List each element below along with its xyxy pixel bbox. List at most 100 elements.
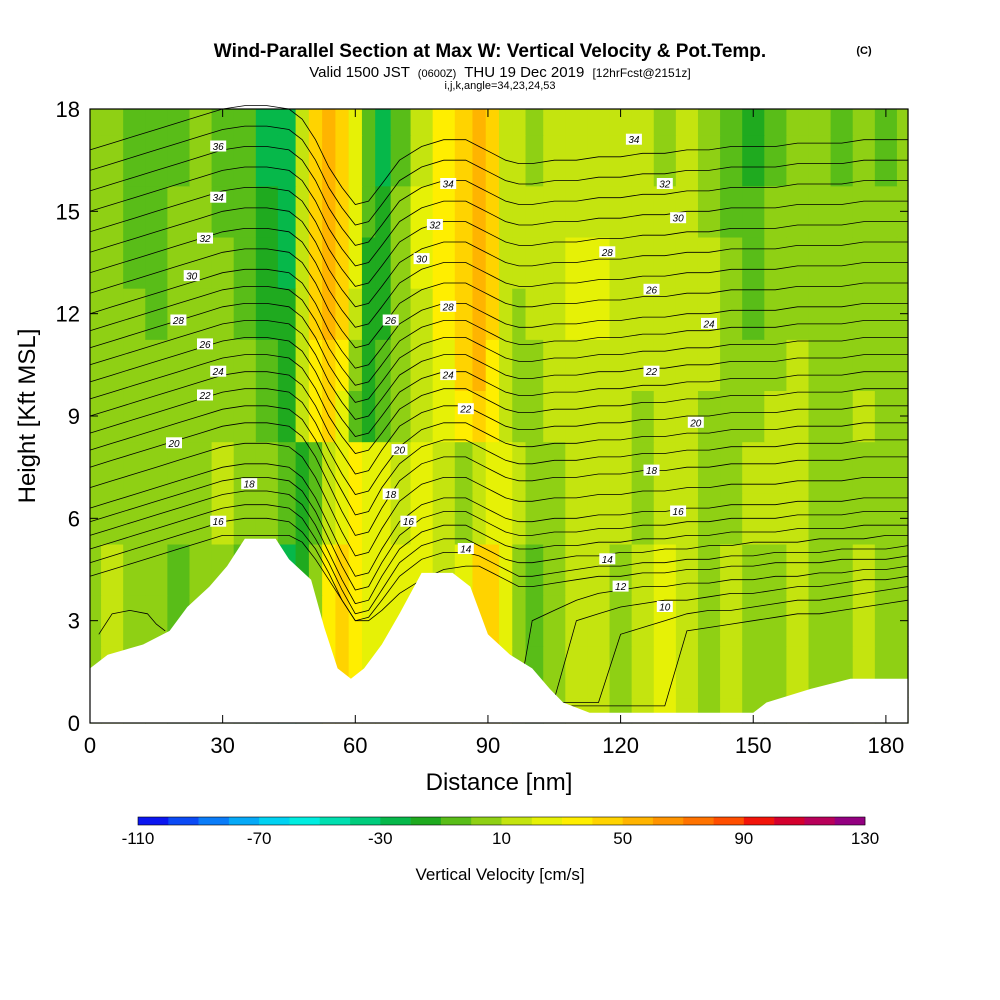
velocity-cell: [499, 390, 513, 443]
velocity-cell: [472, 236, 487, 289]
contour-label-bg: [241, 478, 258, 490]
contour-label: 18: [385, 490, 397, 501]
velocity-cell: [90, 109, 102, 136]
colorbar-swatch: [289, 817, 321, 825]
velocity-cell: [609, 134, 633, 187]
velocity-cell: [587, 339, 611, 392]
velocity-cell: [675, 134, 699, 187]
velocity-cell: [211, 339, 235, 392]
velocity-cell: [565, 339, 589, 392]
velocity-cell: [101, 185, 124, 238]
velocity-cell: [587, 134, 611, 187]
velocity-cell: [485, 492, 500, 545]
velocity-cell: [565, 109, 589, 136]
velocity-cell: [512, 109, 527, 136]
velocity-cell: [609, 288, 633, 340]
velocity-cell: [277, 185, 297, 238]
velocity-cell: [742, 288, 765, 340]
velocity-cell: [335, 441, 350, 494]
velocity-cell: [432, 288, 456, 340]
velocity-cell: [830, 236, 854, 289]
colorbar-swatch: [774, 817, 805, 825]
velocity-cell: [308, 109, 323, 136]
velocity-cell: [874, 595, 898, 647]
velocity-cell: [485, 185, 500, 238]
contour-label-bg: [599, 246, 616, 258]
contour-label-bg: [400, 515, 417, 527]
velocity-cell: [189, 543, 213, 596]
velocity-cell: [361, 185, 376, 238]
velocity-cell: [764, 134, 788, 187]
contour-label-bg: [170, 314, 187, 326]
velocity-cell: [896, 109, 909, 136]
velocity-cell: [101, 492, 124, 545]
velocity-cell: [675, 646, 699, 699]
velocity-cell: [512, 595, 527, 647]
velocity-cell: [631, 595, 655, 647]
velocity-cell: [720, 543, 743, 596]
velocity-cell: [587, 288, 611, 340]
velocity-cell: [101, 109, 124, 136]
velocity-cell: [525, 236, 544, 289]
velocity-cell: [145, 236, 168, 289]
velocity-cell: [90, 236, 102, 289]
velocity-cell: [390, 543, 412, 596]
velocity-cell: [631, 236, 655, 289]
velocity-cell: [335, 236, 350, 289]
velocity-cell: [720, 595, 743, 647]
velocity-cell: [512, 543, 527, 596]
velocity-cell: [609, 109, 633, 136]
velocity-cell: [295, 288, 310, 340]
y-tick-label: 18: [56, 97, 80, 122]
isentrope-line-35: [89, 166, 908, 267]
velocity-cell: [472, 109, 487, 136]
contour-label-bg: [183, 270, 200, 282]
velocity-cell: [874, 339, 898, 392]
velocity-cell: [101, 236, 124, 289]
velocity-cell: [764, 390, 788, 443]
velocity-cell: [742, 543, 765, 596]
colorbar-swatch: [562, 817, 593, 825]
velocity-cell: [123, 288, 146, 340]
velocity-cell: [874, 492, 898, 545]
velocity-cell: [255, 134, 279, 187]
contour-label: 26: [384, 316, 397, 327]
terrain-mask: [90, 538, 908, 723]
colorbar-tick-label: -70: [247, 829, 272, 848]
velocity-cell: [472, 185, 487, 238]
contour-label: 20: [393, 446, 406, 457]
velocity-cell: [145, 134, 168, 187]
colorbar-tick-label: -110: [122, 829, 155, 848]
contour-label: 26: [198, 340, 211, 351]
colorbar-swatch: [440, 817, 472, 825]
velocity-cell: [348, 543, 363, 596]
velocity-cell: [499, 595, 513, 647]
velocity-cell: [653, 236, 677, 289]
velocity-cell: [145, 390, 168, 443]
velocity-cell: [830, 134, 854, 187]
velocity-cell: [485, 339, 500, 392]
valid-time-prefix: Valid 1500 JST: [309, 64, 409, 81]
isentrope-line-22: [89, 405, 908, 516]
contour-label-bg: [426, 219, 443, 230]
contour-label: 14: [460, 545, 472, 556]
x-tick-label: 180: [868, 733, 905, 758]
velocity-cell: [123, 185, 146, 238]
velocity-cell: [277, 390, 297, 443]
velocity-cell: [410, 109, 434, 136]
velocity-cell: [432, 441, 456, 494]
velocity-cell: [852, 492, 876, 545]
colorbar-swatch: [350, 817, 381, 825]
velocity-cell: [101, 390, 124, 443]
velocity-cell: [525, 441, 544, 494]
velocity-cell: [653, 390, 677, 443]
velocity-cell: [587, 492, 611, 545]
colorbar-label: Vertical Velocity [cm/s]: [415, 865, 584, 884]
velocity-cell: [485, 595, 500, 647]
contour-label: 30: [186, 272, 198, 283]
velocity-cell: [167, 339, 191, 392]
contour-label-bg: [687, 416, 704, 428]
colorbar-swatch: [834, 817, 866, 825]
velocity-cell: [145, 595, 168, 647]
